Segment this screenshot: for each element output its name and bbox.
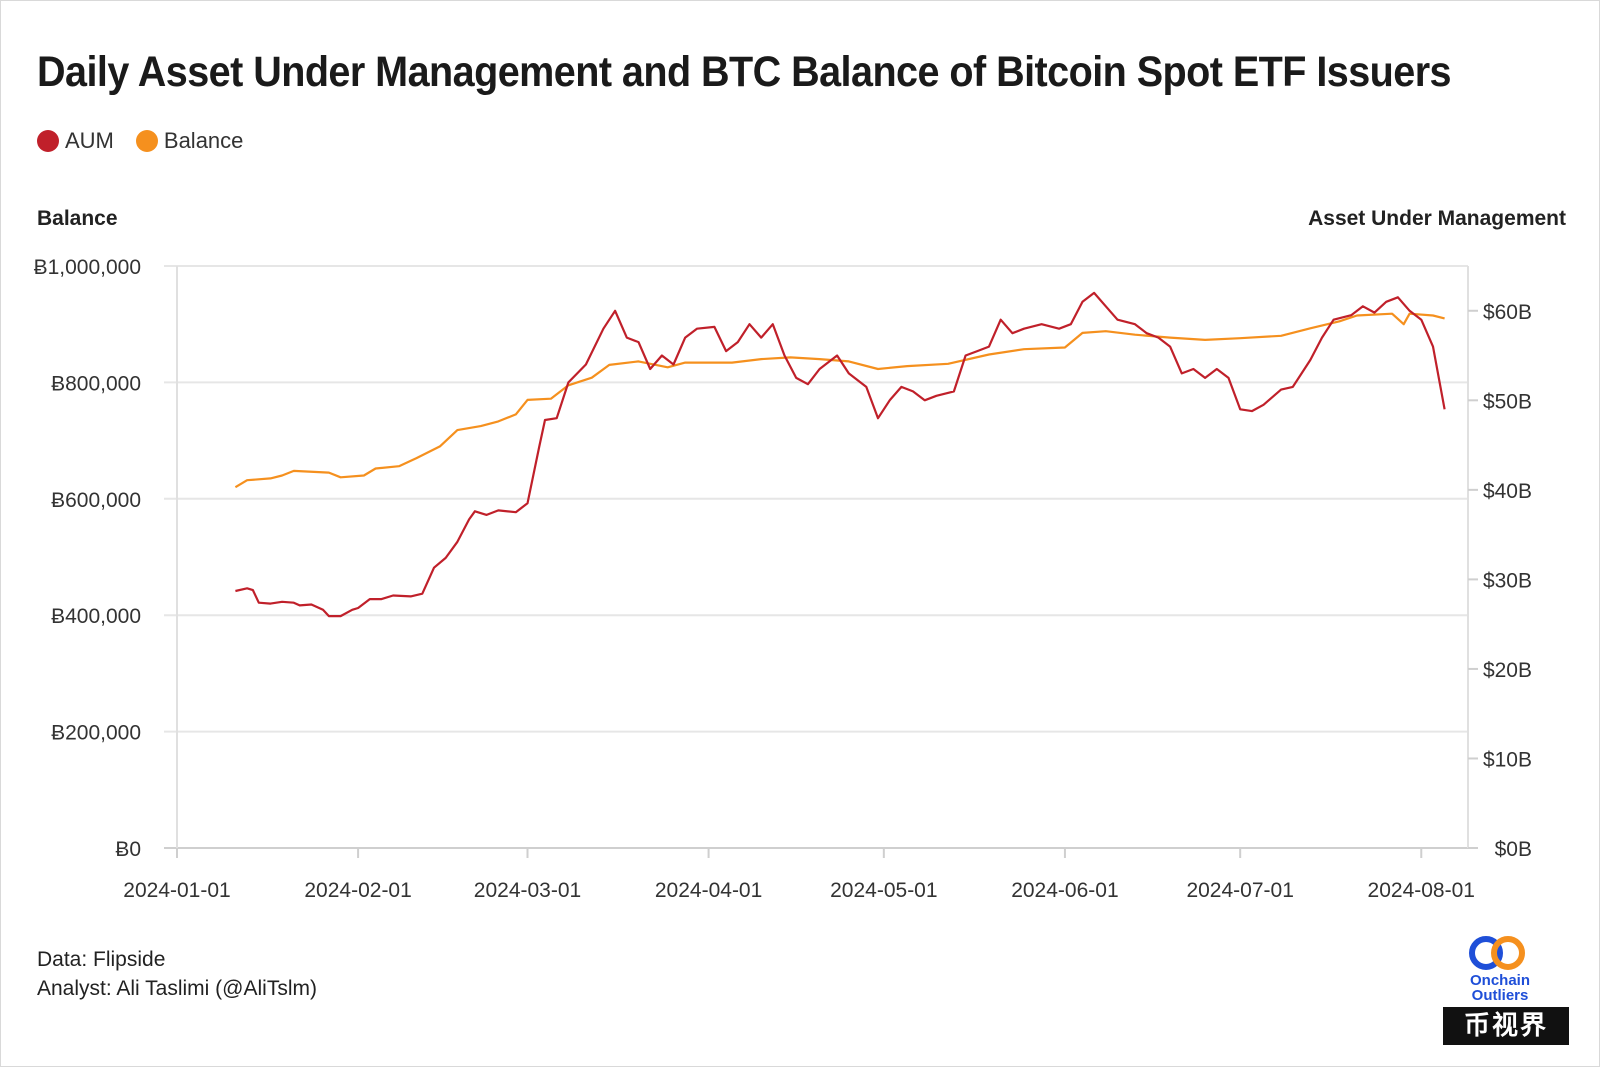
left-axis-title: Balance <box>37 207 118 230</box>
logo-text: Onchain Outliers <box>1456 973 1544 1003</box>
series-line-aum <box>235 291 1446 618</box>
right-tick-label: $60B <box>1483 301 1532 324</box>
legend-label-balance: Balance <box>163 128 244 153</box>
x-tick-label: 2024-01-01 <box>123 879 230 902</box>
legend-label-aum: AUM <box>65 128 114 153</box>
legend-item-aum: AUM <box>37 128 114 154</box>
right-tick-label: $30B <box>1483 569 1532 592</box>
x-tick-label: 2024-07-01 <box>1186 879 1293 902</box>
footer: Data: Flipside Analyst: Ali Taslimi (@Al… <box>37 945 317 1003</box>
logo-line-1: Onchain <box>1469 972 1530 989</box>
x-tick-label: 2024-06-01 <box>1011 879 1118 902</box>
analyst-credit: Analyst: Ali Taslimi (@AliTslm) <box>37 977 317 1000</box>
x-tick-label: 2024-04-01 <box>655 879 762 902</box>
legend: AUM Balance <box>37 128 243 154</box>
left-tick-label: Ƀ600,000 <box>51 489 141 512</box>
left-tick-label: Ƀ200,000 <box>51 722 141 745</box>
two-rings-logo-icon <box>1469 936 1525 970</box>
right-tick-label: $20B <box>1483 659 1532 682</box>
right-tick-label: $0B <box>1495 838 1532 861</box>
data-source: Data: Flipside <box>37 948 166 971</box>
x-tick-label: 2024-05-01 <box>830 879 937 902</box>
right-axis-title: Asset Under Management <box>1308 207 1566 230</box>
right-tick-label: $10B <box>1483 748 1532 771</box>
left-tick-label: Ƀ0 <box>115 838 141 861</box>
x-tick-label: 2024-02-01 <box>304 879 411 902</box>
left-tick-label: Ƀ1,000,000 <box>34 256 141 279</box>
series-line-balance <box>234 312 1445 489</box>
chart-title: Daily Asset Under Management and BTC Bal… <box>37 48 1452 96</box>
right-tick-label: $50B <box>1483 390 1532 413</box>
legend-dot-balance <box>135 130 158 152</box>
left-tick-label: Ƀ400,000 <box>51 605 141 628</box>
legend-item-balance: Balance <box>135 128 244 154</box>
x-tick-label: 2024-03-01 <box>474 879 581 902</box>
left-tick-label: Ƀ800,000 <box>51 372 141 395</box>
legend-dot-aum <box>37 130 59 152</box>
x-tick-label: 2024-08-01 <box>1368 879 1475 902</box>
right-tick-label: $40B <box>1483 480 1532 503</box>
logo-line-2: Outliers <box>1471 987 1529 1004</box>
watermark: 币视界 <box>1443 1007 1569 1045</box>
